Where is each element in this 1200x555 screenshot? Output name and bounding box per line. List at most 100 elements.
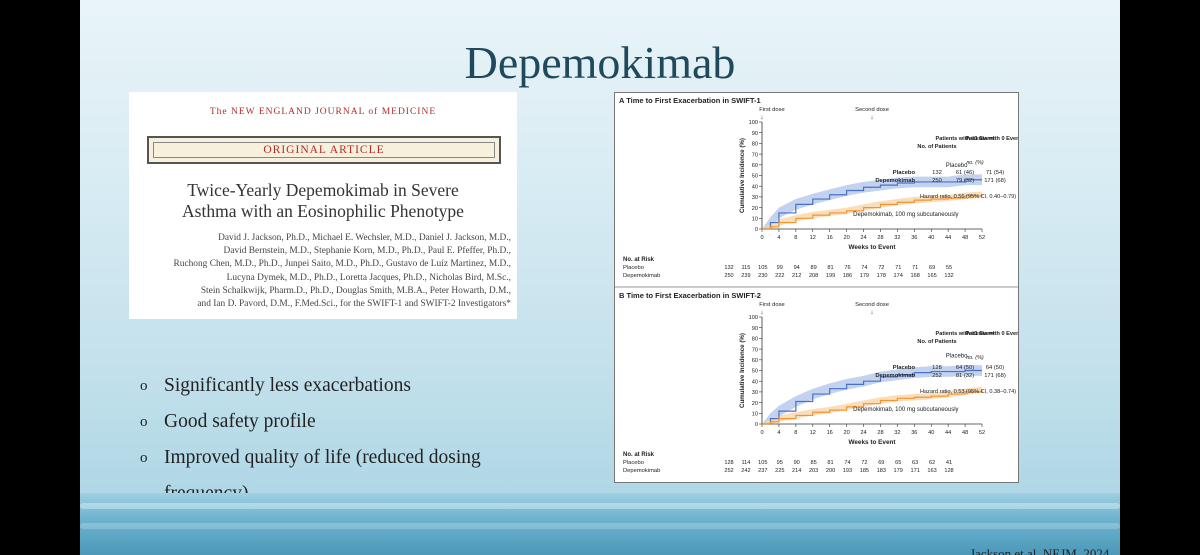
x-tick-label: 40 — [928, 235, 934, 241]
author-line: David Bernstein, M.D., Stephanie Korn, M… — [223, 246, 511, 257]
at-risk-cell: 63 — [912, 460, 918, 466]
x-tick-label: 28 — [877, 430, 883, 436]
table-row-label: Placebo — [893, 365, 916, 371]
bullet-circle-icon: o — [140, 450, 148, 466]
x-tick-label: 0 — [760, 430, 763, 436]
at-risk-cell: 178 — [877, 273, 886, 279]
table-cell: 171 (68) — [984, 373, 1006, 379]
at-risk-cell: 114 — [741, 460, 750, 466]
x-tick-label: 48 — [962, 235, 968, 241]
table-header: No. of Patients — [917, 144, 956, 150]
bullet-list: o Significantly less exacerbations o Goo… — [140, 368, 560, 512]
series-line-placebo — [762, 179, 982, 230]
series-line-depemokimab — [762, 194, 983, 230]
y-tick-label: 40 — [752, 379, 758, 385]
at-risk-cell: 94 — [794, 265, 800, 271]
y-tick-label: 20 — [752, 401, 758, 407]
x-tick-label: 12 — [810, 235, 816, 241]
y-tick-label: 80 — [752, 142, 758, 148]
at-risk-cell: 163 — [927, 468, 936, 474]
at-risk-cell: 179 — [860, 273, 869, 279]
y-tick-label: 90 — [752, 131, 758, 137]
article-title-line-2: Asthma with an Eosinophilic Phenotype — [182, 201, 464, 221]
at-risk-cell: 62 — [929, 460, 935, 466]
table-cell: 61 (46) — [956, 170, 974, 176]
at-risk-cell: 179 — [894, 468, 903, 474]
author-line: and Ian D. Pavord, D.M., F.Med.Sci., for… — [197, 299, 511, 310]
at-risk-cell: 193 — [843, 468, 852, 474]
y-tick-label: 20 — [752, 206, 758, 212]
y-tick-label: 50 — [752, 369, 758, 375]
at-risk-label: Depemokimab — [623, 468, 660, 474]
x-tick-label: 52 — [979, 235, 985, 241]
at-risk-cell: 185 — [860, 468, 869, 474]
x-tick-label: 24 — [860, 430, 866, 436]
y-tick-label: 30 — [752, 390, 758, 396]
x-tick-label: 4 — [777, 430, 780, 436]
at-risk-cell: 203 — [809, 468, 818, 474]
y-tick-label: 90 — [752, 326, 758, 332]
at-risk-label: Placebo — [623, 460, 644, 466]
at-risk-cell: 55 — [946, 265, 952, 271]
at-risk-cell: 90 — [794, 460, 800, 466]
at-risk-cell: 230 — [758, 273, 767, 279]
at-risk-cell: 200 — [826, 468, 835, 474]
y-tick-label: 100 — [749, 315, 758, 321]
x-tick-label: 52 — [979, 430, 985, 436]
table-row-label: Depemokimab — [875, 373, 915, 379]
x-tick-label: 28 — [877, 235, 883, 241]
at-risk-cell: 69 — [878, 460, 884, 466]
second-dose-arrow-icon: ↓ — [870, 114, 873, 121]
table-cell: 71 (54) — [986, 170, 1004, 176]
at-risk-cell: 74 — [844, 460, 850, 466]
bullet-text: Significantly less exacerbations — [164, 375, 411, 396]
x-tick-label: 32 — [894, 235, 900, 241]
at-risk-cell: 199 — [826, 273, 835, 279]
x-tick-label: 40 — [928, 430, 934, 436]
ci-band-depemokimab — [762, 386, 982, 424]
bullet-item: o Significantly less exacerbations — [140, 368, 560, 404]
x-axis-label: Weeks to Event — [848, 244, 896, 251]
x-tick-label: 32 — [894, 430, 900, 436]
x-tick-label: 24 — [860, 235, 866, 241]
y-tick-label: 60 — [752, 163, 758, 169]
hazard-ratio: Hazard ratio, 0.56 (95% CI, 0.40–0.79) — [920, 194, 1016, 200]
table-cell: 81 (32) — [956, 373, 974, 379]
at-risk-cell: 237 — [758, 468, 767, 474]
at-risk-header: No. at Risk — [623, 452, 655, 458]
panel-title: A Time to First Exacerbation in SWIFT-1 — [619, 96, 761, 105]
at-risk-cell: 250 — [724, 273, 733, 279]
at-risk-cell: 81 — [827, 265, 833, 271]
bullet-item: o Good safety profile — [140, 404, 560, 440]
article-title: Twice-Yearly Depemokimab in Severe Asthm… — [129, 180, 517, 222]
author-line: David J. Jackson, Ph.D., Michael E. Wech… — [218, 233, 511, 243]
at-risk-label: Depemokimab — [623, 273, 660, 279]
at-risk-cell: 252 — [724, 468, 733, 474]
at-risk-cell: 85 — [810, 460, 816, 466]
slide: Depemokimab The NEW ENGLAND JOURNAL of M… — [80, 0, 1120, 555]
table-cell: 171 (68) — [984, 178, 1006, 184]
at-risk-cell: 212 — [792, 273, 801, 279]
y-tick-label: 40 — [752, 184, 758, 190]
table-header: Patients with ≥1 Event — [935, 136, 994, 142]
x-tick-label: 44 — [945, 235, 951, 241]
at-risk-cell: 214 — [792, 468, 801, 474]
series-line-placebo — [762, 369, 982, 425]
y-tick-label: 10 — [752, 217, 758, 223]
at-risk-cell: 171 — [910, 468, 919, 474]
y-tick-label: 50 — [752, 174, 758, 180]
table-cell: 128 — [932, 365, 942, 371]
second-dose-label: Second dose — [855, 302, 889, 308]
y-tick-label: 0 — [755, 422, 758, 428]
table-cell: 79 (32) — [956, 178, 974, 184]
table-cell: 132 — [932, 170, 942, 176]
article-header-image: The NEW ENGLAND JOURNAL of MEDICINE ORIG… — [129, 92, 517, 319]
series-line-depemokimab — [762, 389, 983, 425]
table-cell: 64 (50) — [956, 365, 974, 371]
y-tick-label: 0 — [755, 227, 758, 233]
first-dose-label: First dose — [759, 107, 784, 113]
figure-svg: A Time to First Exacerbation in SWIFT-1 0… — [615, 96, 1025, 474]
y-tick-label: 60 — [752, 358, 758, 364]
author-line: Stein Schalkwijk, Pharm.D., Ph.D., Dougl… — [200, 285, 511, 296]
x-tick-label: 48 — [962, 430, 968, 436]
